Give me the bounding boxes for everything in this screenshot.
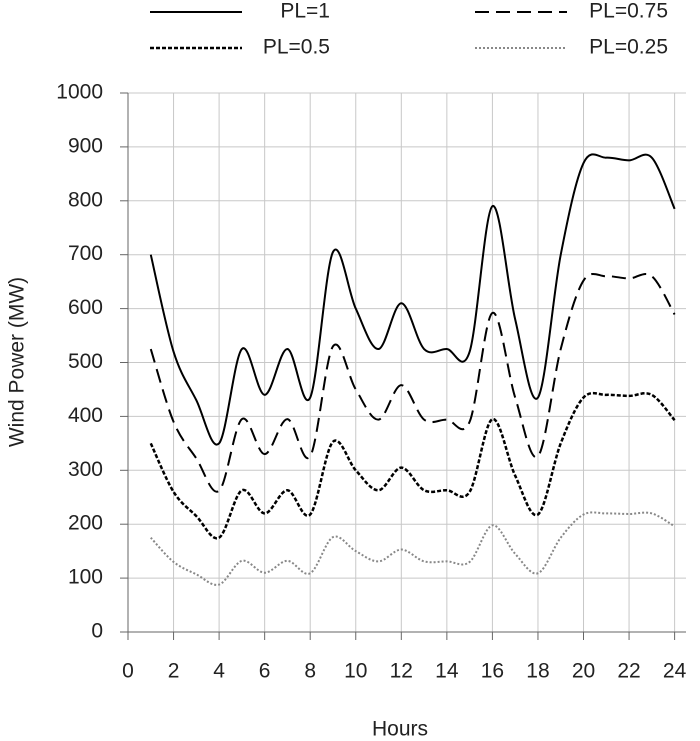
legend-label: PL=0.25 xyxy=(589,36,668,59)
legend-label: PL=0.5 xyxy=(263,36,330,59)
y-tick-label: 900 xyxy=(68,134,103,157)
y-tick-label: 0 xyxy=(91,620,103,643)
legend-label: PL=0.75 xyxy=(589,0,668,23)
legend-label: PL=1 xyxy=(280,0,330,23)
x-tick-label: 2 xyxy=(168,660,180,683)
y-tick-label: 1000 xyxy=(56,81,103,104)
y-tick-label: 300 xyxy=(68,458,103,481)
y-tick-label: 400 xyxy=(68,404,103,427)
x-tick-label: 22 xyxy=(617,660,640,683)
y-tick-label: 600 xyxy=(68,296,103,319)
y-tick-label: 100 xyxy=(68,566,103,589)
x-axis-label: Hours xyxy=(372,718,428,741)
x-tick-label: 4 xyxy=(213,660,225,683)
y-tick-label: 200 xyxy=(68,512,103,535)
y-axis-label: Wind Power (MW) xyxy=(6,277,29,447)
x-tick-label: 14 xyxy=(435,660,459,683)
x-tick-label: 6 xyxy=(259,660,271,683)
x-tick-label: 18 xyxy=(526,660,549,683)
x-tick-label: 20 xyxy=(572,660,595,683)
line xyxy=(149,272,676,493)
x-tick-label: 8 xyxy=(304,660,316,683)
x-tick-label: 16 xyxy=(481,660,504,683)
line xyxy=(149,153,676,446)
x-tick-label: 12 xyxy=(390,660,413,683)
x-tick-label: 24 xyxy=(663,660,687,683)
y-tick-label: 700 xyxy=(68,242,103,265)
x-tick-label: 0 xyxy=(122,660,134,683)
x-tick-label: 10 xyxy=(344,660,367,683)
line xyxy=(150,511,676,586)
line xyxy=(149,391,676,540)
y-tick-label: 800 xyxy=(68,188,103,211)
y-tick-label: 500 xyxy=(68,350,103,373)
